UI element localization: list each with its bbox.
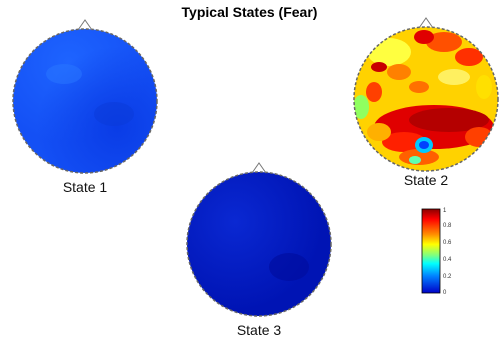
topomap-state-1	[12, 19, 158, 174]
colorbar-tick-0: 0	[443, 290, 447, 296]
topomap-state-3	[186, 162, 332, 317]
state-1-label: State 1	[62, 179, 108, 195]
colorbar-tick-1: 1	[443, 208, 447, 214]
colorbar-tick-0.6: 0.6	[443, 240, 452, 246]
colorbar: 1 0.8 0.6 0.4 0.2 0	[421, 208, 452, 296]
state-2-label: State 2	[403, 172, 449, 188]
topomap-state-2	[353, 17, 499, 172]
colorbar-tick-0.2: 0.2	[443, 274, 452, 280]
state-3-label: State 3	[236, 322, 282, 338]
colorbar-tick-0.8: 0.8	[443, 223, 452, 229]
colorbar-gradient	[421, 208, 441, 294]
colorbar-tick-0.4: 0.4	[443, 257, 452, 263]
figure-title: Typical States (Fear)	[181, 4, 318, 20]
